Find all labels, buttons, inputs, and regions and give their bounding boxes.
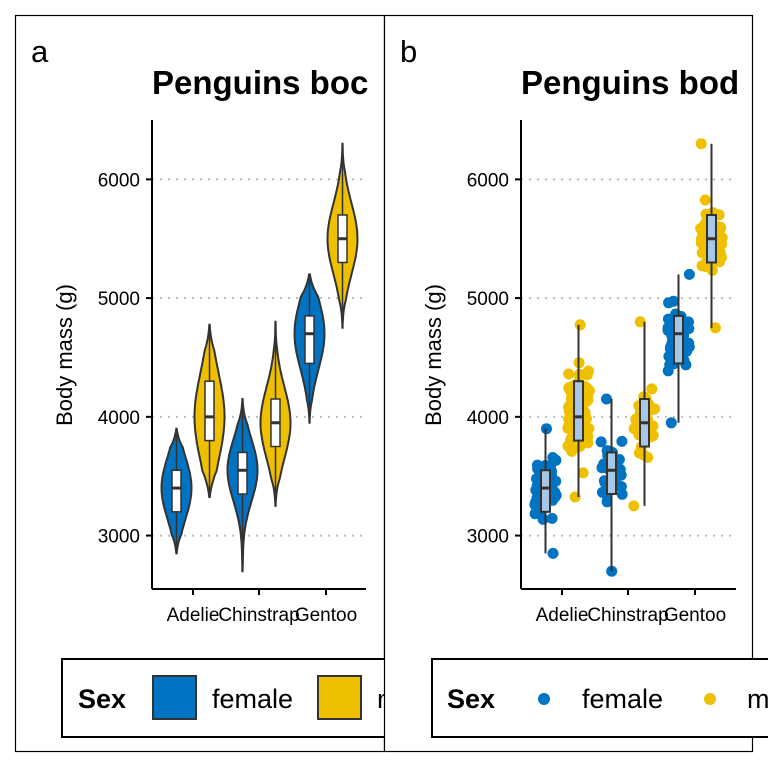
panel-b-legend-title: Sex — [447, 684, 495, 714]
panel-b-title: Penguins bod — [521, 64, 739, 101]
panel-b-male-gentoo-point — [697, 227, 709, 239]
panel-a: a Penguins boc 3000 4000 5000 6000 AdelieChi… — [14, 14, 400, 753]
panel-b-x-tick-label-adelie: Adelie — [536, 605, 589, 626]
panel-b: b Penguins bod 3000 4000 5000 6000 AdelieChi… — [383, 14, 768, 753]
panel-b-x-tick-label-chinstrap: Chinstrap — [587, 605, 668, 626]
panel-b-male-adelie-point — [583, 365, 594, 377]
panel-a-y-tick-label-5000: 5000 — [98, 289, 140, 310]
panel-b-legend: Sex female m — [431, 658, 768, 738]
panel-b-male-adelie-box — [573, 380, 584, 442]
panel-b-female-gentoo-point — [663, 297, 675, 309]
panel-b-y-tick-label-6000: 6000 — [467, 170, 509, 191]
panel-b-female-gentoo-point — [683, 268, 695, 280]
panel-b-female-adelie-point — [547, 547, 559, 559]
panel-b-tag: b — [400, 34, 417, 69]
panel-b-female-adelie-box — [540, 469, 551, 513]
panel-b-male-adelie-point — [574, 319, 586, 331]
panel-b-female-gentoo-point — [683, 323, 695, 335]
panel-b-female-chinstrap-point — [601, 496, 613, 508]
panel-b-female-gentoo-point — [683, 341, 695, 353]
panel-b-male-gentoo-point — [695, 138, 707, 150]
panel-b-female-adelie-point — [550, 454, 562, 466]
panel-a-y-tick-label-4000: 4000 — [98, 408, 140, 429]
panel-b-male-chinstrap-point — [646, 383, 658, 395]
panel-a-legend-box — [61, 658, 384, 738]
panel-a-female-adelie-box — [171, 469, 182, 513]
panel-b-male-gentoo-point — [715, 221, 727, 233]
panel-a-legend-key-male — [317, 675, 362, 720]
panel-b-male-chinstrap-point — [628, 500, 640, 512]
panel-b-female-gentoo-box — [673, 314, 684, 365]
panel-b-male-chinstrap-point — [647, 430, 659, 441]
panel-b-male-adelie-point — [563, 368, 575, 380]
panel-a-legend: Sex female m — [61, 658, 400, 738]
panel-b-male-gentoo-point — [699, 194, 711, 206]
panel-b-male-gentoo-point — [716, 238, 728, 250]
panel-a-legend-key-female — [152, 675, 197, 720]
panel-b-female-chinstrap-point — [595, 436, 607, 448]
panel-b-male-adelie-point — [563, 401, 574, 413]
panel-b-female-chinstrap-box — [606, 451, 617, 496]
panel-a-title: Penguins boc — [152, 64, 368, 101]
panel-a-male-adelie-box — [204, 380, 215, 442]
panel-b-y-axis-title: Body mass (g) — [421, 284, 446, 426]
panel-b-female-chinstrap-point — [615, 469, 627, 481]
panel-b-legend-key-female — [538, 693, 550, 705]
panel-a-legend-title: Sex — [78, 684, 126, 714]
panel-b-male-chinstrap-point — [634, 316, 646, 328]
panel-b-legend-label-male: m — [747, 684, 768, 714]
panel-a-female-chinstrap-box — [237, 451, 248, 495]
panel-b-female-chinstrap-point — [606, 565, 618, 577]
panel-b-male-chinstrap-point — [628, 423, 640, 435]
panel-b-legend-label-female: female — [582, 684, 663, 714]
panel-b-female-chinstrap-point — [615, 481, 627, 493]
panel-a-y-tick-label-6000: 6000 — [98, 170, 140, 191]
panel-b-female-chinstrap-point — [596, 486, 608, 498]
panel-b-female-adelie-point — [546, 512, 558, 524]
panel-a-y-tick-label-3000: 3000 — [98, 527, 140, 548]
panel-b-female-adelie-point — [541, 423, 552, 435]
panel-b-legend-key-male — [704, 693, 716, 705]
panel-b-male-gentoo-point — [709, 322, 721, 334]
panel-a-legend-label-male: m — [377, 684, 400, 714]
panel-a-x-tick-label-chinstrap: Chinstrap — [218, 605, 299, 626]
panel-a-y-axis-title: Body mass (g) — [52, 284, 77, 426]
panel-a-female-gentoo-box — [304, 315, 315, 365]
panel-b-x-tick-label-gentoo: Gentoo — [664, 605, 726, 626]
panel-b-y-tick-label-5000: 5000 — [467, 289, 509, 310]
panel-b-y-tick-label-3000: 3000 — [467, 527, 509, 548]
panel-a-legend-label-female: female — [212, 684, 293, 714]
panel-b-female-chinstrap-point — [601, 393, 612, 405]
panel-b-female-gentoo-point — [665, 417, 677, 429]
panel-b-y-tick-label-4000: 4000 — [467, 408, 509, 429]
panel-a-x-tick-label-adelie: Adelie — [167, 605, 220, 626]
panel-b-female-adelie-point — [531, 480, 543, 492]
panel-b-female-adelie-point — [531, 492, 543, 504]
panel-a-x-tick-label-gentoo: Gentoo — [295, 605, 357, 626]
panel-a-tag: a — [31, 34, 49, 69]
panel-b-male-adelie-point — [577, 467, 589, 479]
panel-b-female-chinstrap-point — [616, 435, 628, 447]
